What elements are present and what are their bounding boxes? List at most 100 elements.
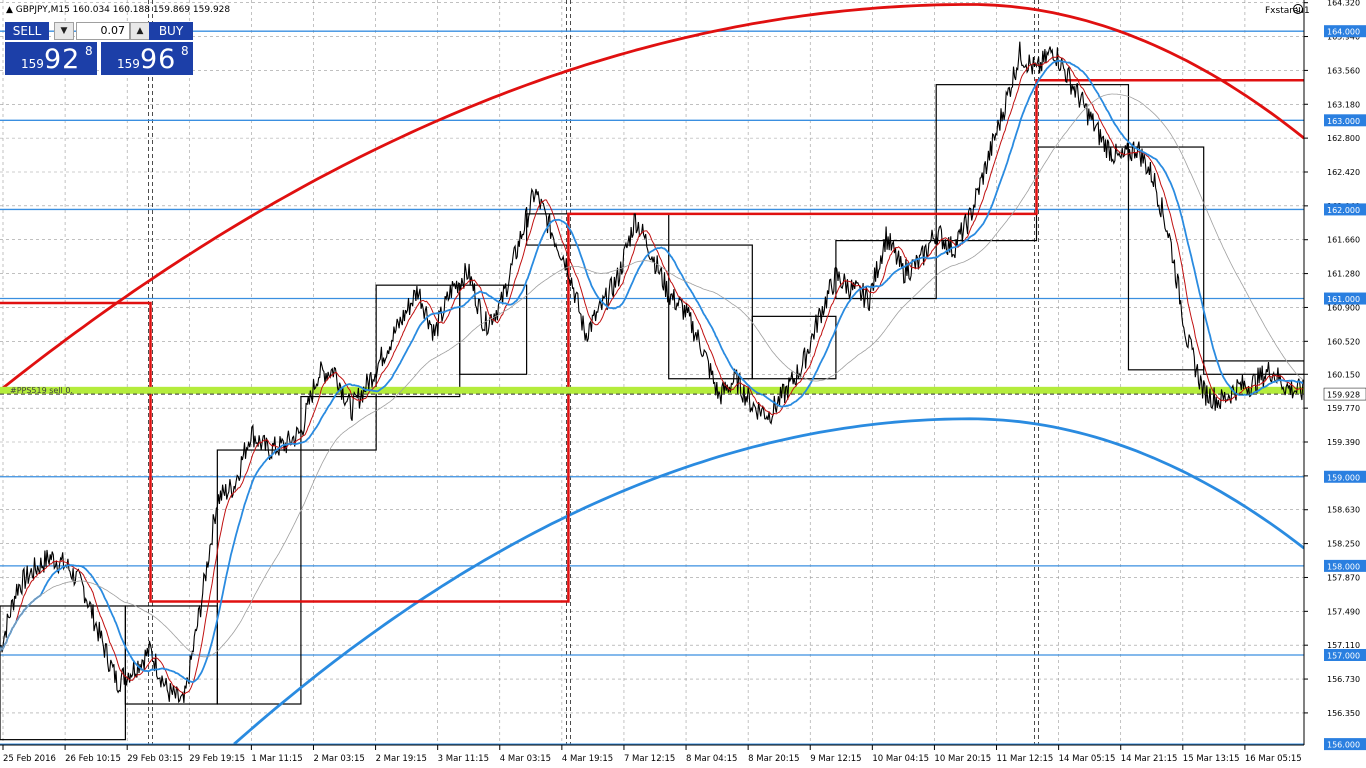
y-tick-label: 160.520 <box>1327 337 1360 346</box>
sell-quote-prefix: 159 <box>21 57 44 71</box>
y-tick-label: 157.110 <box>1327 641 1360 650</box>
level-label-bg <box>1324 25 1366 38</box>
x-tick-label: 14 Mar 05:15 <box>1059 754 1116 764</box>
level-label-bg <box>1324 203 1366 216</box>
x-tick-label: 10 Mar 20:15 <box>934 754 991 764</box>
y-tick-label: 161.280 <box>1327 270 1360 279</box>
y-tick-label: 164.320 <box>1327 0 1360 8</box>
level-label-bg <box>1324 470 1366 483</box>
blue-arc-curve <box>233 417 1305 746</box>
object-label: #PPS519 sell 0. <box>10 386 73 395</box>
level-label: 158.000 <box>1327 562 1360 571</box>
buy-quote-sup: 8 <box>181 44 189 58</box>
x-tick-label: 25 Feb 2016 <box>3 754 56 764</box>
moving-average-blue <box>0 59 1303 683</box>
moving-averages <box>0 55 1304 695</box>
x-tick-label: 8 Mar 20:15 <box>748 754 799 764</box>
level-label: 159.000 <box>1327 473 1360 482</box>
buy-quote-big: 96 <box>140 44 177 75</box>
buy-button[interactable]: BUY <box>149 22 193 40</box>
level-label-bg <box>1324 114 1366 127</box>
lot-increase-icon[interactable]: ▲ <box>130 22 150 40</box>
level-labels: 164.000 163.000 162.000 161.000 159.000 158.0… <box>1324 25 1366 751</box>
level-label: 164.000 <box>1327 28 1360 37</box>
x-tick-label: 8 Mar 04:15 <box>686 754 737 764</box>
expert-label: Fxstareu1 <box>1265 6 1310 16</box>
range-box <box>216 449 302 705</box>
x-tick-label: 2 Mar 03:15 <box>313 754 364 764</box>
x-tick-label: 7 Mar 12:15 <box>624 754 675 764</box>
x-tick-label: 15 Mar 13:15 <box>1183 754 1240 764</box>
x-tick-label: 16 Mar 05:15 <box>1245 754 1302 764</box>
level-label-bg <box>1324 559 1366 572</box>
y-tick-label: 158.250 <box>1327 540 1360 549</box>
y-tick-label: 158.630 <box>1327 506 1360 515</box>
red-step-line <box>0 78 1304 603</box>
level-label: 163.000 <box>1327 117 1360 126</box>
price-axis-area <box>1304 0 1366 768</box>
level-label-bg <box>1324 292 1366 305</box>
x-axis-ticks: 25 Feb 2016 26 Feb 10:15 29 Feb 03:15 29 Fe… <box>2 745 1302 764</box>
buy-quote-prefix: 159 <box>117 57 140 71</box>
y-tick-label: 160.900 <box>1327 303 1360 312</box>
lot-decrease-icon[interactable]: ▼ <box>54 22 74 40</box>
y-tick-label: 156.730 <box>1327 675 1360 684</box>
current-price-label: 159.928 <box>1327 391 1360 400</box>
symbol-header: ▲ GBPJPY,M15 160.034 160.188 159.869 159… <box>6 5 230 15</box>
range-box <box>668 244 753 380</box>
current-price-marker: 159.928 <box>1323 387 1366 401</box>
buy-quote[interactable]: 159 96 8 <box>101 42 193 75</box>
x-tick-label: 29 Feb 03:15 <box>127 754 183 764</box>
y-tick-label: 160.150 <box>1327 370 1360 379</box>
x-tick-label: 4 Mar 03:15 <box>500 754 551 764</box>
sell-button[interactable]: SELL <box>5 22 49 40</box>
sell-quote[interactable]: 159 92 8 <box>5 42 97 75</box>
highlight-level-band[interactable] <box>0 386 1366 394</box>
level-label: 157.000 <box>1327 651 1360 660</box>
range-box <box>300 395 377 451</box>
sell-quote-sup: 8 <box>85 44 93 58</box>
x-tick-label: 11 Mar 12:15 <box>997 754 1054 764</box>
y-tick-label: 159.770 <box>1327 404 1360 413</box>
y-tick-label: 163.180 <box>1327 100 1360 109</box>
y-tick-label: 161.660 <box>1327 236 1360 245</box>
x-tick-label: 26 Feb 10:15 <box>65 754 121 764</box>
level-label: 162.000 <box>1327 206 1360 215</box>
arc-curves <box>0 3 1305 746</box>
x-tick-label: 10 Mar 04:15 <box>872 754 929 764</box>
level-label: 156.000 <box>1327 741 1360 750</box>
y-tick-label: 156.350 <box>1327 709 1360 718</box>
price-line <box>0 41 1304 704</box>
range-box <box>835 240 937 300</box>
moving-average-gray <box>0 93 1304 658</box>
smile-icon[interactable] <box>1293 4 1303 14</box>
vertical-markers <box>148 0 1039 745</box>
level-label-bg <box>1324 738 1366 751</box>
x-tick-label: 3 Mar 11:15 <box>438 754 489 764</box>
range-box <box>459 284 528 375</box>
one-click-trading-panel: SELL ▼ 0.07 ▲ BUY 159 92 8 159 96 8 <box>5 20 193 76</box>
y-tick-label: 159.390 <box>1327 438 1360 447</box>
x-tick-label: 1 Mar 11:15 <box>251 754 302 764</box>
y-tick-label: 163.560 <box>1327 66 1360 75</box>
lot-size-input[interactable]: 0.07 <box>76 22 130 40</box>
level-label: 161.000 <box>1327 295 1360 304</box>
x-tick-label: 9 Mar 12:15 <box>810 754 861 764</box>
red-arc-curve <box>0 3 1305 392</box>
sell-quote-big: 92 <box>44 44 81 75</box>
x-tick-label: 29 Feb 19:15 <box>189 754 245 764</box>
price-bars <box>0 41 1304 704</box>
range-box <box>1127 146 1205 371</box>
y-tick-label: 157.490 <box>1327 607 1360 616</box>
y-tick-label: 162.800 <box>1327 134 1360 143</box>
x-tick-label: 14 Mar 21:15 <box>1121 754 1178 764</box>
y-tick-label: 157.870 <box>1327 573 1360 582</box>
y-tick-label: 162.420 <box>1327 168 1360 177</box>
level-label-bg <box>1324 648 1366 661</box>
x-tick-label: 2 Mar 19:15 <box>376 754 427 764</box>
x-tick-label: 4 Mar 19:15 <box>562 754 613 764</box>
red-step-line <box>0 78 1304 603</box>
moving-average-red <box>0 55 1304 695</box>
